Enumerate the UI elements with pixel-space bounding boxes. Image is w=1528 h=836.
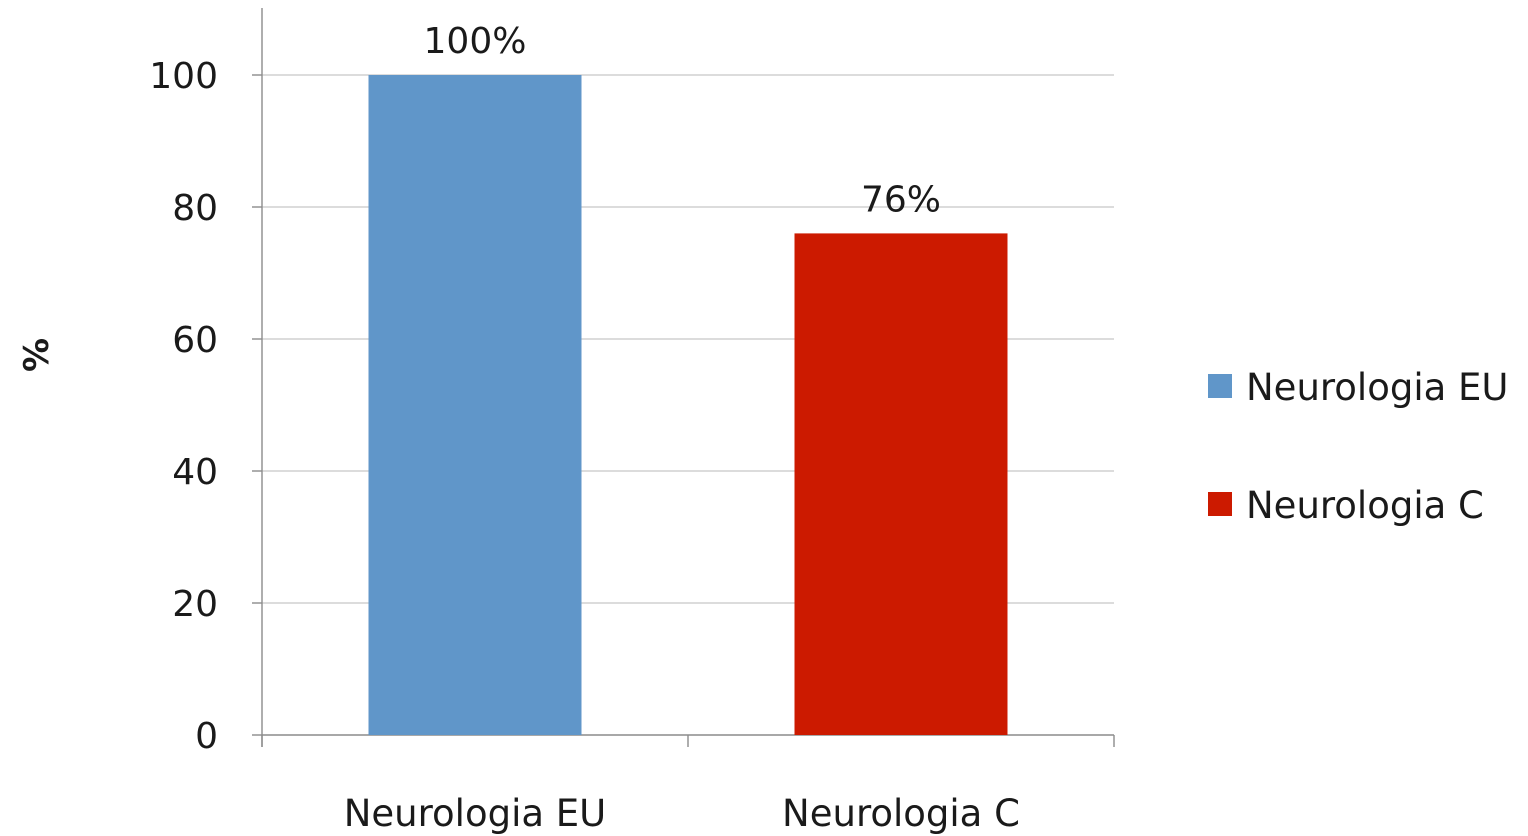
data-label: 76% <box>861 179 941 220</box>
x-tick-label: Neurologia C <box>782 792 1020 835</box>
legend-label: Neurologia EU <box>1246 366 1509 409</box>
legend: Neurologia EU Neurologia C <box>1208 366 1509 527</box>
y-axis-title: % <box>17 338 57 372</box>
x-tick-label: Neurologia EU <box>344 792 607 835</box>
y-tick-label: 0 <box>195 716 218 757</box>
y-tick-label: 60 <box>172 320 218 361</box>
bar <box>368 75 582 735</box>
legend-swatch <box>1208 374 1232 398</box>
y-tick-label: 80 <box>172 188 218 229</box>
bar <box>794 233 1008 735</box>
legend-swatch <box>1208 492 1232 516</box>
data-label: 100% <box>424 21 527 62</box>
labels: 0 20 40 60 80 100 100% Neurologia EU 76% Neurolog… <box>149 21 1020 835</box>
y-tick-label: 40 <box>172 452 218 493</box>
y-tick-label: 20 <box>172 584 218 625</box>
y-tick-label: 100 <box>149 56 218 97</box>
bars <box>368 75 1008 735</box>
legend-label: Neurologia C <box>1246 484 1484 527</box>
